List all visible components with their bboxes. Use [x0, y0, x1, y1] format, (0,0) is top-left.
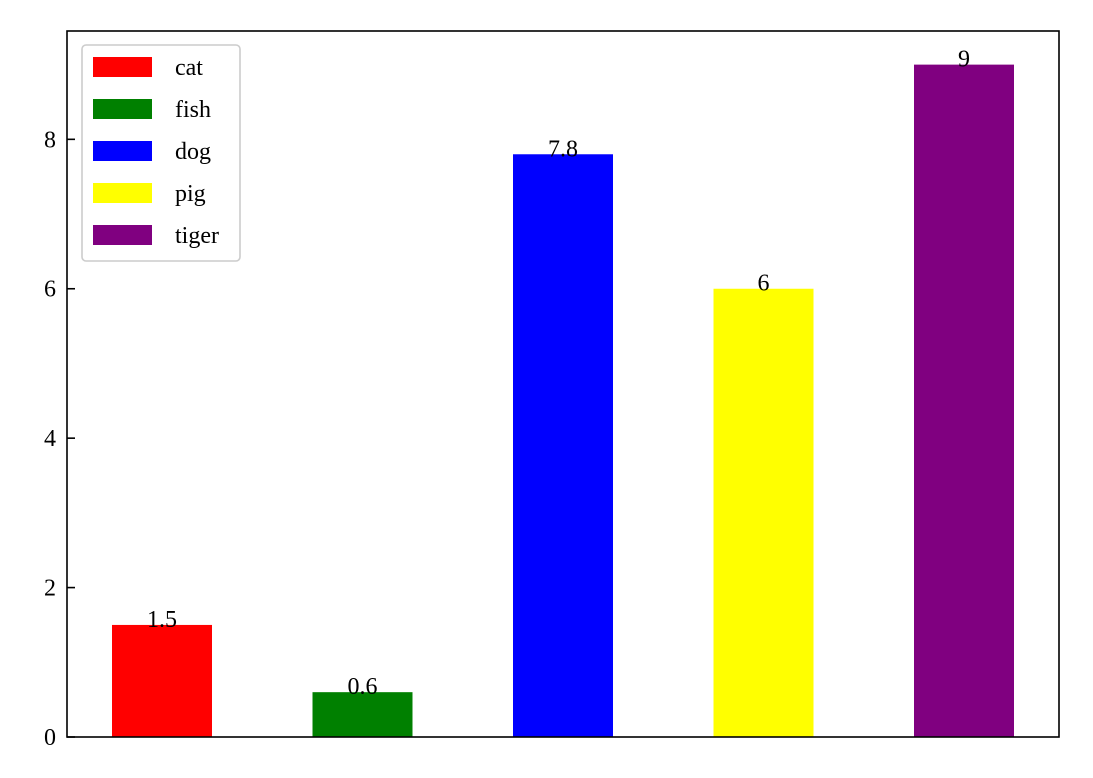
- bar-fish: [312, 692, 413, 737]
- legend-label-tiger: tiger: [175, 223, 219, 249]
- legend-label-dog: dog: [175, 139, 211, 165]
- data-label-cat: 1.5: [147, 607, 177, 633]
- y-tick-label-0: 0: [44, 725, 56, 751]
- axes-frame: [66, 30, 1060, 738]
- data-label-pig: 6: [758, 271, 770, 297]
- y-tick-label-6: 6: [44, 277, 56, 303]
- legend-swatch-pig: [93, 183, 152, 203]
- data-label-dog: 7.8: [548, 136, 578, 162]
- data-label-fish: 0.6: [348, 674, 378, 700]
- y-tick-label-4: 4: [44, 426, 56, 452]
- bar-tiger: [914, 64, 1014, 738]
- legend-label-fish: fish: [175, 97, 211, 123]
- legend-swatch-fish: [93, 99, 152, 119]
- legend: cat fish dog pig tiger: [81, 44, 241, 262]
- plot-area: 1.5 0.6 7.8 6 9 0 2 4 6 8 cat fish dog pig tiger: [44, 30, 1060, 751]
- legend-label-cat: cat: [175, 55, 203, 81]
- legend-swatch-cat: [93, 57, 152, 77]
- bar-cat: [112, 624, 212, 737]
- y-tick-label-2: 2: [44, 576, 56, 602]
- bar-pig: [713, 288, 814, 737]
- legend-swatch-tiger: [93, 225, 152, 245]
- legend-label-pig: pig: [175, 181, 206, 207]
- legend-swatch-dog: [93, 141, 152, 161]
- bar-dog: [513, 154, 613, 737]
- data-label-tiger: 9: [958, 47, 970, 73]
- y-tick-label-8: 8: [44, 127, 56, 153]
